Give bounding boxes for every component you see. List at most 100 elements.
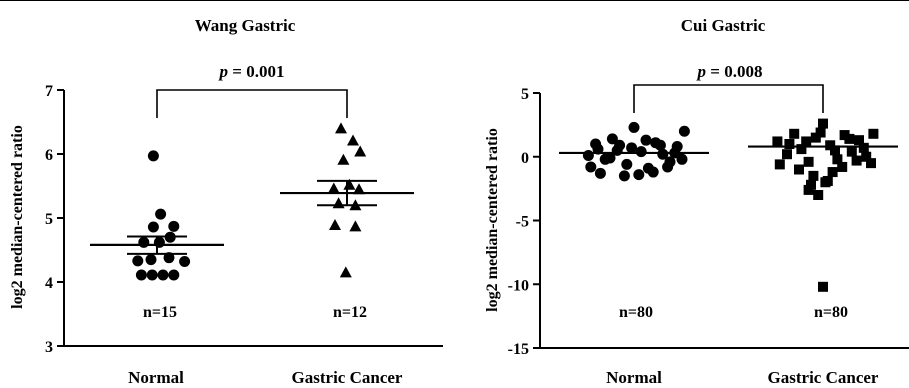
data-point: [628, 121, 640, 133]
significance-label: p = 0.001: [218, 62, 285, 81]
data-point: [772, 136, 783, 147]
data-point: [157, 269, 169, 281]
data-point: [851, 155, 862, 166]
data-point: [774, 159, 785, 170]
n-label-normal: n=80: [619, 304, 653, 321]
data-marks: [559, 118, 898, 292]
y-tick-label: 0: [521, 150, 529, 167]
data-point: [353, 183, 365, 195]
data-point: [329, 219, 341, 231]
data-point: [810, 132, 821, 143]
data-point: [621, 158, 633, 170]
data-point: [590, 138, 602, 150]
n-label-gastric-cancer: n=80: [814, 304, 848, 321]
y-tick-label: 5: [521, 86, 529, 103]
data-point: [640, 134, 652, 146]
data-point: [803, 156, 814, 167]
data-marks: [90, 122, 414, 281]
data-point: [866, 158, 876, 169]
data-point: [354, 145, 367, 157]
x-tick-label-normal: Normal: [606, 368, 662, 387]
x-tick-label-gastric-cancer: Gastric Cancer: [292, 368, 403, 387]
data-point: [606, 133, 618, 145]
significance-label: p = 0.008: [696, 62, 763, 81]
data-point: [837, 161, 848, 172]
data-point: [782, 149, 792, 160]
data-point: [585, 161, 597, 173]
data-point: [594, 167, 606, 179]
data-point: [820, 177, 831, 188]
y-tick-label: 5: [45, 211, 53, 228]
data-point: [789, 128, 800, 139]
data-point: [153, 236, 165, 248]
data-point: [145, 254, 157, 266]
data-point: [349, 220, 362, 232]
x-tick-label-normal: Normal: [128, 368, 184, 387]
data-point: [168, 220, 180, 232]
data-point: [179, 256, 191, 268]
y-tick-label: -15: [508, 341, 529, 358]
data-point: [825, 140, 836, 151]
data-point: [818, 281, 828, 292]
data-point: [676, 153, 688, 165]
data-point: [155, 208, 167, 220]
data-point: [604, 152, 616, 164]
data-point: [611, 144, 623, 156]
data-point: [635, 146, 647, 158]
data-point: [654, 139, 666, 151]
data-point: [332, 197, 345, 209]
data-point: [844, 133, 855, 144]
significance-bracket: [156, 89, 348, 118]
p-value: = 0.001: [228, 62, 284, 81]
data-point: [647, 166, 659, 178]
x-tick-label-gastric-cancer: Gastric Cancer: [768, 368, 879, 387]
data-point: [784, 139, 795, 149]
n-label-gastric-cancer: n=12: [333, 304, 367, 321]
data-point: [808, 170, 819, 181]
data-point: [662, 161, 674, 173]
y-axis-label: log2 median-centered ratio: [9, 125, 26, 309]
data-point: [626, 142, 638, 154]
data-point: [146, 269, 158, 281]
data-point: [633, 169, 645, 181]
data-point: [796, 144, 807, 155]
chart-wang-gastric: Wang Gastric log2 median-centered ratio …: [9, 16, 443, 387]
y-ticks: 3 4 5 6 7: [45, 83, 64, 356]
data-point: [339, 266, 352, 278]
data-point: [657, 148, 669, 160]
y-axis-label: log2 median-centered ratio: [484, 128, 501, 312]
data-point: [813, 190, 824, 200]
data-point: [794, 164, 804, 175]
significance-bracket: [633, 84, 824, 113]
data-point: [135, 269, 147, 281]
y-ticks: -15 -10 -5 0 5: [508, 86, 540, 358]
data-point: [827, 167, 838, 178]
data-point: [347, 134, 359, 146]
data-point: [147, 221, 159, 233]
data-point: [582, 149, 594, 161]
data-point: [832, 154, 843, 165]
chart-cui-gastric: Cui Gastric log2 median-centered ratio -…: [484, 16, 909, 387]
y-tick-label: 7: [45, 83, 53, 100]
n-label-normal: n=15: [143, 304, 177, 321]
p-symbol: p: [218, 62, 229, 81]
data-point: [854, 135, 864, 146]
data-point: [618, 170, 630, 182]
data-point: [815, 127, 826, 138]
data-point: [801, 136, 812, 147]
data-point: [147, 150, 159, 162]
data-point: [163, 252, 175, 264]
data-point: [858, 142, 869, 153]
y-tick-label: 4: [45, 275, 53, 292]
data-point: [846, 146, 857, 157]
p-value: = 0.008: [706, 62, 762, 81]
data-point: [806, 179, 816, 190]
data-point: [678, 125, 690, 137]
chart-title: Cui Gastric: [681, 16, 766, 35]
data-point: [138, 236, 150, 248]
y-tick-label: 6: [45, 147, 53, 164]
y-tick-label: -5: [516, 214, 529, 231]
chart-title: Wang Gastric: [195, 16, 296, 35]
data-point: [803, 184, 814, 195]
